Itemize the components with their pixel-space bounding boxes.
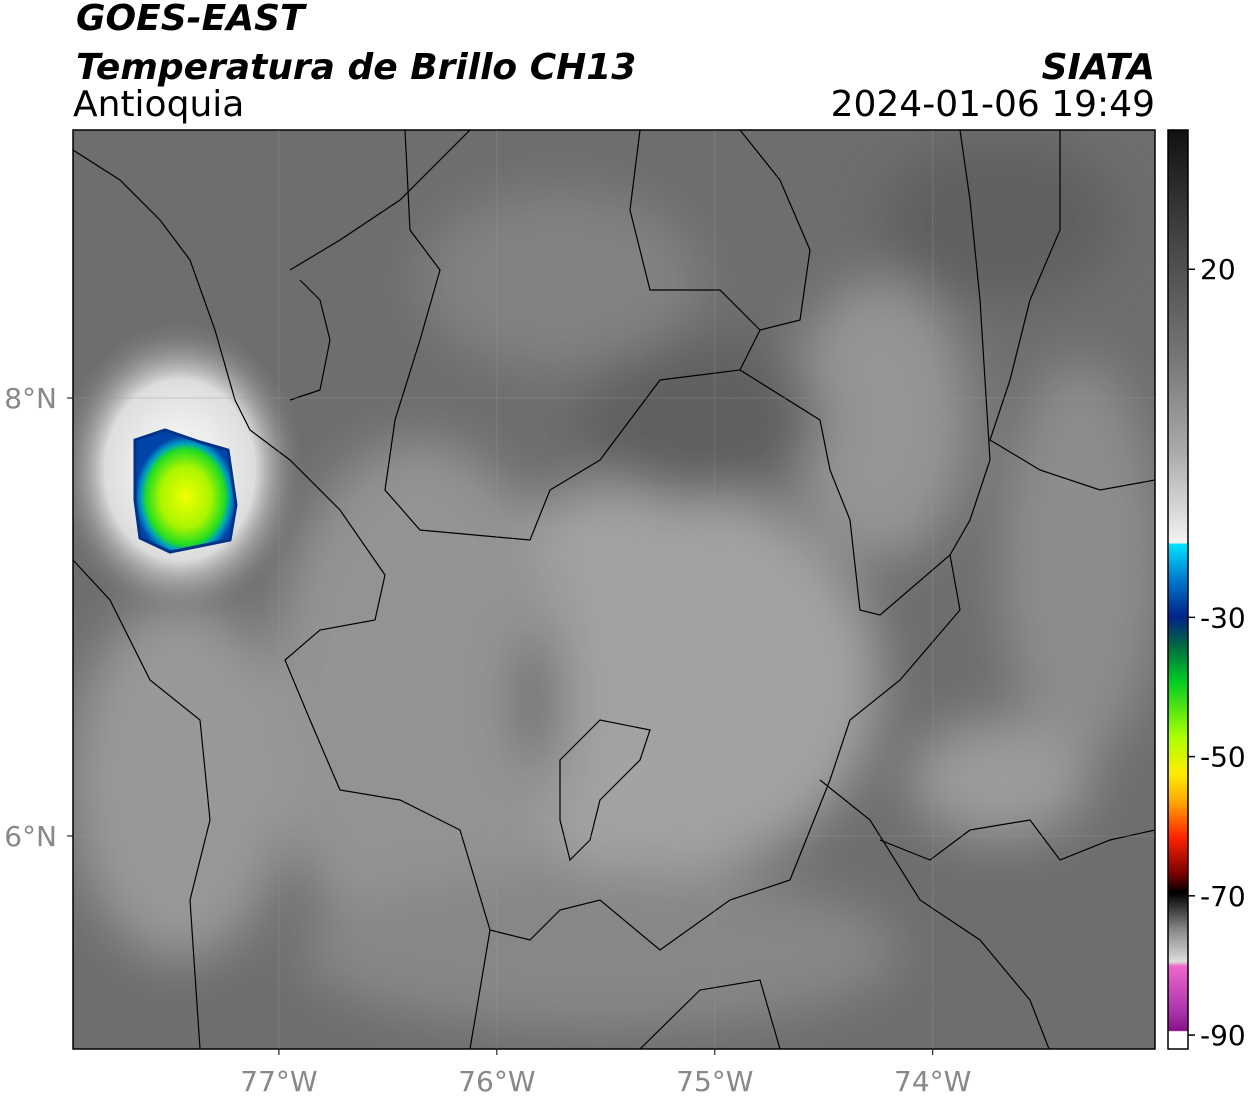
x-tick-label: 76°W [458,1065,535,1098]
source: SIATA [1042,47,1155,88]
x-tick-label: 74°W [894,1065,971,1098]
colorbar [1167,129,1189,1050]
y-tick-label: 8°N [4,382,57,415]
colorbar-tick-label: -50 [1200,741,1246,774]
colorbar-tick-label: -70 [1200,880,1246,913]
title: GOES-EAST [76,0,307,39]
colorbar-tick-label: -90 [1200,1019,1246,1052]
x-tick-label: 77°W [240,1065,317,1098]
colorbar-tick-label: 20 [1200,253,1236,286]
map-frame [72,129,1156,1050]
datetime: 2024-01-06 19:49 [831,84,1155,125]
y-tick-label: 6°N [4,820,57,853]
map-image [73,130,1155,1049]
subtitle: Temperatura de Brillo CH13 [76,47,636,88]
colorbar-tick-label: -30 [1200,601,1246,634]
region: Antioquia [73,84,244,125]
x-tick-label: 75°W [676,1065,753,1098]
